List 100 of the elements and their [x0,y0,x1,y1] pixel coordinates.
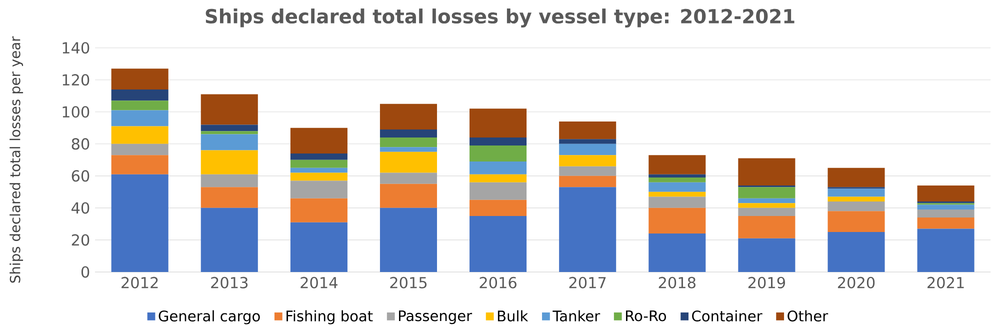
x-tick-label: 2015 [390,276,427,288]
y-tick-label: 0 [81,266,90,278]
bar [111,89,168,101]
bar [111,155,168,174]
y-axis-title: Ships declared total losses per year [10,36,24,283]
bar [559,121,616,140]
bar [380,172,438,184]
bar [738,158,796,186]
bar [738,198,796,204]
y-tick-label: 60 [72,170,90,182]
bar [290,198,348,222]
bar [648,174,706,178]
bar [200,187,258,208]
bar [470,182,527,200]
chart-title: Ships declared total losses by vessel type: 2012-2021 [206,8,794,28]
x-tick-label: 2020 [838,276,875,288]
y-tick-label: 20 [72,234,90,246]
bar [559,155,616,166]
legend-label: Other [788,310,828,322]
y-tick-label: 140 [62,42,90,54]
bar [828,232,885,272]
bar [470,137,527,146]
x-tick-label: 2016 [480,276,516,288]
bar [111,68,168,90]
bar [470,200,527,216]
bar [111,144,168,156]
legend-label: Fishing boat [286,310,373,324]
bar [290,160,348,168]
bar [470,108,527,138]
bar [648,196,706,208]
bar [559,139,616,144]
y-tick-label: 120 [62,74,90,86]
bar [380,129,438,138]
bar [470,216,527,272]
bar [738,187,796,198]
bar [111,174,168,272]
x-tick-label: 2018 [658,276,696,288]
legend-label: General cargo [158,310,260,324]
bar [290,180,348,198]
bar [738,208,796,216]
x-tick-label: 2013 [211,276,248,288]
legend-label: Tanker [552,310,600,322]
bar [648,182,706,192]
bar [200,208,258,272]
bar [648,234,706,272]
bar [380,184,438,208]
bar [200,131,258,134]
bar [559,187,616,272]
bar [470,146,527,162]
bar [917,228,974,272]
bar [470,174,527,182]
bar [380,104,438,130]
bar [648,178,706,182]
bar [828,188,885,197]
x-tick-label: 2019 [748,276,785,288]
bar [200,150,258,174]
bar [290,168,348,173]
bar [111,110,168,126]
x-tick-label: 2012 [122,276,158,288]
legend-label: Ro-Ro [626,310,666,322]
bar [559,176,616,188]
bar [380,152,438,173]
bar [380,147,438,152]
legend-label: Container [692,310,762,322]
bar [738,203,796,208]
bar [200,134,258,150]
bar [380,137,438,148]
bar [290,128,348,154]
bar [290,222,348,272]
bar [828,211,885,232]
y-tick-label: 80 [72,138,90,150]
x-tick-label: 2014 [300,276,338,288]
bar [559,144,616,156]
bar [290,172,348,181]
bar [917,210,974,218]
bar [380,208,438,272]
y-tick-label: 40 [72,202,90,214]
bar [917,218,974,229]
bar [200,174,258,188]
bar [648,155,706,174]
bar [111,126,168,144]
bar [111,100,168,110]
bar [738,238,796,272]
bar [648,192,706,197]
x-tick-label: 2017 [569,276,606,288]
bar [290,154,348,160]
bar [828,196,885,202]
bar [917,186,974,202]
bar [828,168,885,188]
legend-label: Bulk [498,310,528,322]
y-tick-label: 100 [62,106,90,118]
bar [917,204,974,210]
legend-label: Passenger [399,310,472,324]
bar [828,202,885,212]
bar [738,216,796,238]
bar [470,162,527,174]
x-tick-label: 2021 [928,276,964,288]
bar [559,166,616,176]
bar [648,208,706,234]
bar [200,124,258,132]
